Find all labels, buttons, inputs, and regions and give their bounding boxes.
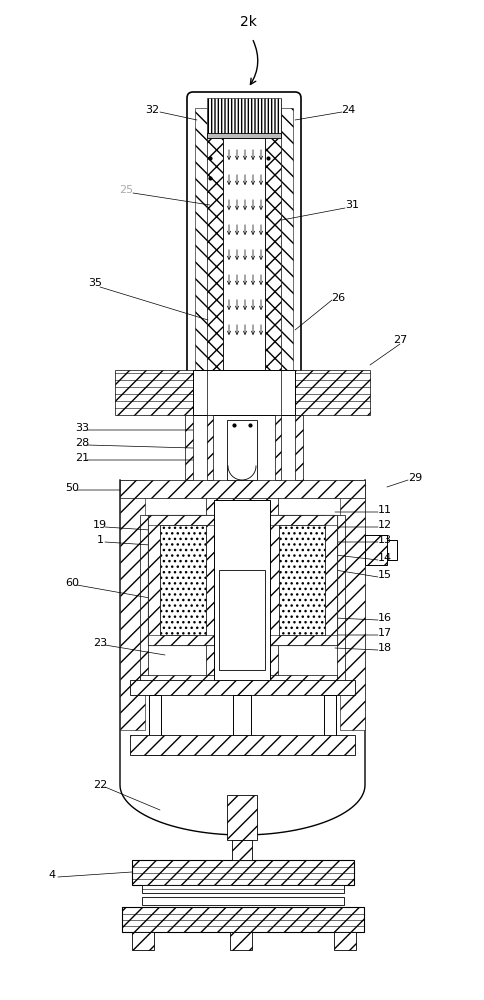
Bar: [223, 138, 264, 370]
Text: 31: 31: [344, 200, 358, 210]
Text: 28: 28: [75, 438, 89, 448]
Bar: [339, 480, 364, 730]
Bar: [333, 932, 355, 950]
Bar: [149, 695, 161, 750]
Bar: [207, 415, 212, 480]
Text: 19: 19: [93, 520, 107, 530]
Text: 25: 25: [119, 185, 133, 195]
Bar: [120, 480, 364, 498]
Bar: [148, 515, 160, 645]
Text: 13: 13: [377, 535, 391, 545]
Bar: [267, 515, 278, 645]
Bar: [229, 932, 252, 950]
Bar: [132, 860, 353, 885]
Text: 4: 4: [48, 870, 56, 880]
Text: 22: 22: [92, 780, 107, 790]
Bar: [213, 500, 270, 680]
Bar: [206, 490, 277, 690]
Text: 26: 26: [330, 293, 344, 303]
Text: 32: 32: [145, 105, 159, 115]
Bar: [324, 515, 336, 645]
Text: 35: 35: [88, 278, 102, 288]
Bar: [267, 515, 336, 525]
Bar: [219, 570, 264, 670]
Text: 1: 1: [96, 535, 103, 545]
Text: 11: 11: [377, 505, 391, 515]
Text: 16: 16: [377, 613, 391, 623]
Polygon shape: [120, 480, 364, 835]
Bar: [160, 525, 206, 635]
Bar: [227, 420, 257, 480]
Bar: [140, 515, 148, 685]
Text: 15: 15: [377, 570, 391, 580]
FancyBboxPatch shape: [187, 92, 301, 381]
Bar: [270, 675, 336, 685]
Bar: [228, 735, 255, 750]
Bar: [140, 675, 222, 685]
Bar: [142, 897, 343, 905]
Text: 21: 21: [75, 453, 89, 463]
Bar: [319, 745, 339, 755]
Bar: [267, 635, 336, 645]
Bar: [148, 635, 217, 645]
Bar: [195, 108, 207, 371]
Bar: [207, 133, 280, 138]
Bar: [132, 932, 154, 950]
Bar: [294, 370, 369, 415]
Text: 27: 27: [392, 335, 406, 345]
Bar: [145, 745, 165, 755]
Text: 2k: 2k: [239, 15, 256, 29]
Text: 23: 23: [93, 638, 107, 648]
Text: 18: 18: [377, 643, 391, 653]
Bar: [267, 515, 336, 645]
Bar: [364, 535, 386, 565]
Bar: [184, 415, 193, 480]
Bar: [323, 695, 335, 750]
Bar: [193, 370, 294, 415]
Text: 14: 14: [377, 553, 391, 563]
Bar: [336, 515, 344, 685]
Bar: [122, 907, 363, 932]
Bar: [280, 108, 292, 371]
Text: 17: 17: [377, 628, 391, 638]
Bar: [115, 370, 193, 415]
Text: 29: 29: [407, 473, 421, 483]
Text: 24: 24: [340, 105, 354, 115]
Bar: [231, 840, 252, 860]
Text: 60: 60: [65, 578, 79, 588]
Bar: [142, 885, 343, 893]
Text: 50: 50: [65, 483, 79, 493]
Bar: [130, 735, 354, 755]
Bar: [206, 515, 217, 645]
Bar: [130, 680, 354, 695]
Bar: [294, 415, 302, 480]
Bar: [148, 515, 217, 645]
Bar: [278, 525, 324, 635]
Bar: [120, 480, 145, 730]
Text: 33: 33: [75, 423, 89, 433]
Text: 12: 12: [377, 520, 391, 530]
Bar: [148, 515, 217, 525]
Bar: [264, 138, 280, 370]
Bar: [274, 415, 280, 480]
Bar: [227, 795, 257, 840]
Bar: [207, 98, 280, 136]
Bar: [386, 540, 396, 560]
Bar: [232, 695, 251, 755]
Bar: [207, 138, 223, 370]
